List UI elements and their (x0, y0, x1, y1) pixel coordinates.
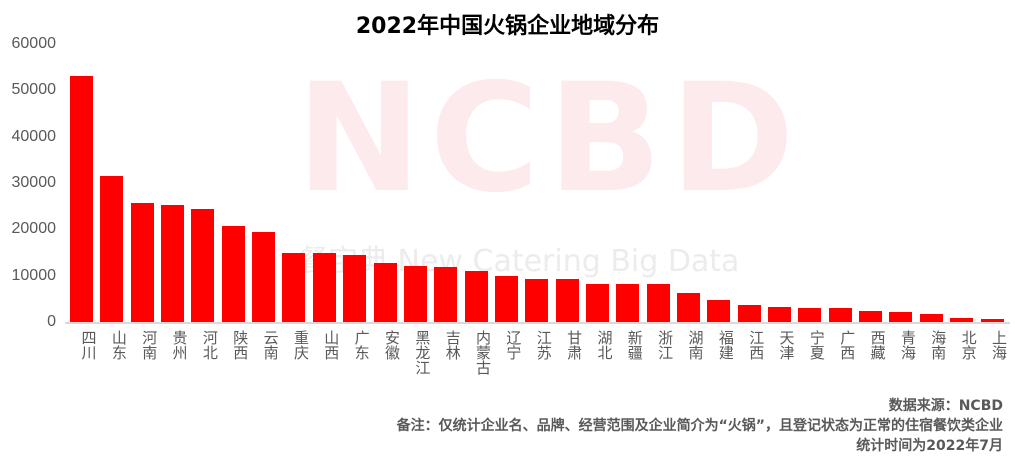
bar (312, 252, 336, 322)
chart-title: 2022年中国火锅企业地域分布 (355, 14, 660, 39)
x-tick-label: 西藏 (868, 330, 887, 360)
bar (980, 318, 1004, 322)
bar (464, 271, 488, 322)
x-tick-label: 广东 (352, 330, 371, 360)
bar (252, 232, 276, 322)
x-tick-label: 天津 (777, 330, 796, 360)
x-axis-line (65, 322, 1010, 324)
bar (768, 307, 792, 322)
y-tick-label: 40000 (11, 127, 57, 145)
bar (798, 308, 822, 322)
bar (191, 208, 215, 322)
bar (859, 310, 883, 322)
bar (100, 176, 124, 322)
x-tick-label: 贵州 (170, 330, 189, 360)
y-tick-label: 30000 (11, 174, 57, 191)
bar (889, 311, 913, 322)
y-tick-label: 50000 (11, 81, 57, 99)
watermark-tagline: 餐宝典 New Catering Big Data (298, 244, 740, 279)
x-tick-label: 四川 (79, 330, 98, 360)
bar (221, 226, 245, 322)
bar (434, 266, 458, 322)
bar (919, 314, 943, 322)
bar (70, 75, 93, 322)
bar (737, 304, 761, 322)
x-tick-label: 北京 (959, 330, 978, 360)
bar (161, 205, 185, 322)
x-tick-label: 浙江 (656, 330, 675, 360)
x-tick-label: 广西 (838, 330, 857, 360)
x-tick-label: 湖南 (686, 330, 705, 360)
x-tick-label: 江苏 (534, 330, 553, 360)
x-tick-label: 辽宁 (504, 330, 523, 360)
x-tick-label: 陕西 (231, 330, 250, 360)
bar (525, 278, 549, 322)
footnote: 备注：仅统计企业名、品牌、经营范围及企业简介为“火锅”，且登记状态为正常的住宿餐… (396, 418, 1003, 434)
x-tick-label: 湖北 (595, 330, 614, 360)
y-tick-label: 60000 (11, 35, 57, 52)
bar (707, 300, 731, 322)
x-tick-label: 上海 (990, 330, 1008, 360)
x-tick-label: 云南 (261, 330, 280, 360)
bar (494, 276, 518, 322)
x-tick-label: 山东 (109, 330, 128, 360)
x-tick-label: 甘肃 (565, 330, 584, 360)
x-tick-label: 吉林 (443, 330, 462, 360)
bar (373, 263, 397, 322)
watermark-logo: NCBD (296, 52, 803, 226)
stat-time: 统计时间为2022年7月 (856, 438, 1003, 454)
bar (585, 284, 609, 322)
x-tick-label: 青海 (898, 330, 917, 360)
y-tick-label: 20000 (11, 220, 57, 238)
bar (646, 284, 670, 322)
bar (677, 292, 700, 322)
bar (555, 278, 579, 322)
bar (616, 284, 640, 322)
x-tick-label: 宁夏 (807, 330, 826, 360)
x-tick-label: 江西 (747, 330, 766, 360)
plot-area (65, 44, 1010, 322)
bar (403, 265, 427, 322)
x-tick-label: 黑龙江 (413, 330, 432, 375)
bar (343, 255, 367, 322)
x-tick-label: 新疆 (625, 330, 644, 360)
x-tick-label: 海南 (929, 330, 948, 360)
bar (950, 317, 974, 322)
x-tick-label: 内蒙古 (474, 330, 493, 375)
bar (130, 203, 154, 322)
data-source: 数据来源：NCBD (888, 398, 1003, 414)
x-tick-label: 福建 (716, 330, 735, 360)
x-tick-label: 山西 (322, 330, 341, 360)
bar (282, 252, 306, 322)
x-tick-label: 河南 (140, 330, 159, 360)
bar (828, 308, 852, 322)
y-tick-label: 0 (47, 313, 56, 330)
x-tick-label: 安徽 (383, 330, 401, 360)
y-tick-label: 10000 (11, 266, 57, 284)
x-tick-label: 河北 (200, 330, 219, 360)
x-tick-label: 重庆 (291, 330, 310, 360)
